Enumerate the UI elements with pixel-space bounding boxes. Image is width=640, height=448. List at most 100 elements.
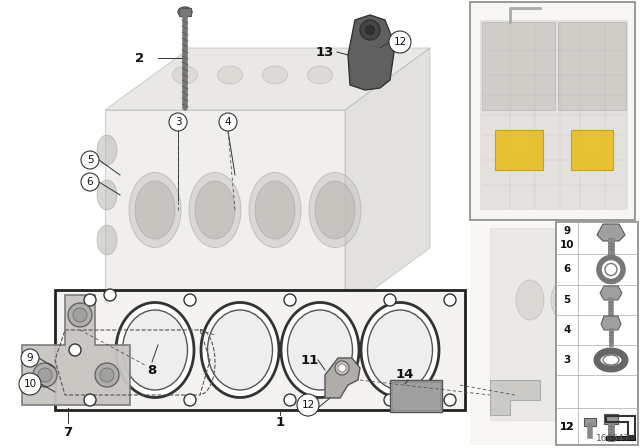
Polygon shape	[601, 316, 621, 330]
Ellipse shape	[315, 181, 355, 239]
Ellipse shape	[218, 66, 243, 84]
Text: 3: 3	[563, 355, 571, 365]
Text: 12: 12	[394, 37, 406, 47]
Ellipse shape	[262, 66, 287, 84]
Polygon shape	[345, 48, 430, 310]
Polygon shape	[606, 436, 635, 440]
Ellipse shape	[207, 310, 273, 390]
Circle shape	[69, 344, 81, 356]
Circle shape	[81, 151, 99, 169]
Bar	[392, 382, 440, 410]
Circle shape	[605, 263, 617, 276]
Circle shape	[338, 364, 346, 372]
Bar	[470, 2, 635, 220]
Circle shape	[384, 294, 396, 306]
Text: 4: 4	[563, 325, 571, 335]
Circle shape	[68, 303, 92, 327]
Circle shape	[389, 31, 411, 53]
Text: 12: 12	[560, 422, 574, 431]
Circle shape	[360, 20, 380, 40]
Circle shape	[73, 308, 87, 322]
Polygon shape	[490, 228, 628, 420]
Circle shape	[284, 294, 296, 306]
Text: 11: 11	[301, 353, 319, 366]
Ellipse shape	[551, 280, 579, 320]
Ellipse shape	[281, 302, 359, 397]
Circle shape	[38, 368, 52, 382]
Circle shape	[33, 363, 57, 387]
Circle shape	[169, 113, 187, 131]
Ellipse shape	[255, 181, 295, 239]
Circle shape	[384, 394, 396, 406]
Ellipse shape	[116, 302, 194, 397]
Circle shape	[444, 294, 456, 306]
Ellipse shape	[307, 66, 333, 84]
Text: 4: 4	[225, 117, 231, 127]
Ellipse shape	[129, 172, 181, 247]
Ellipse shape	[122, 310, 188, 390]
Polygon shape	[22, 295, 130, 405]
Ellipse shape	[97, 135, 117, 165]
Ellipse shape	[287, 310, 353, 390]
Polygon shape	[105, 48, 430, 110]
Ellipse shape	[249, 172, 301, 247]
Text: 12: 12	[301, 400, 315, 410]
Circle shape	[19, 373, 41, 395]
Bar	[556, 222, 638, 445]
Polygon shape	[325, 358, 360, 398]
Ellipse shape	[353, 66, 378, 84]
Circle shape	[84, 294, 96, 306]
Bar	[604, 414, 618, 425]
Circle shape	[184, 294, 196, 306]
Text: 7: 7	[63, 426, 72, 439]
Circle shape	[219, 113, 237, 131]
Ellipse shape	[516, 280, 544, 320]
Ellipse shape	[97, 180, 117, 210]
Circle shape	[364, 24, 376, 36]
Text: 10: 10	[24, 379, 36, 389]
Polygon shape	[558, 22, 626, 110]
Ellipse shape	[195, 181, 235, 239]
Ellipse shape	[173, 66, 198, 84]
Bar	[571, 130, 613, 170]
Ellipse shape	[135, 181, 175, 239]
Text: 8: 8	[147, 363, 157, 376]
Polygon shape	[105, 110, 345, 310]
Circle shape	[284, 394, 296, 406]
Text: 14: 14	[396, 369, 414, 382]
Ellipse shape	[603, 355, 619, 365]
Ellipse shape	[586, 280, 614, 320]
Ellipse shape	[189, 172, 241, 247]
Text: 9: 9	[27, 353, 33, 363]
Polygon shape	[597, 224, 625, 241]
Text: 166547: 166547	[596, 434, 630, 443]
Polygon shape	[490, 380, 540, 415]
Polygon shape	[482, 22, 555, 110]
Text: 2: 2	[136, 52, 145, 65]
Circle shape	[21, 349, 39, 367]
Text: 13: 13	[316, 46, 334, 59]
Circle shape	[84, 394, 96, 406]
Bar	[390, 380, 442, 412]
Polygon shape	[480, 20, 628, 210]
Circle shape	[184, 394, 196, 406]
Text: 5: 5	[563, 295, 571, 305]
Bar	[495, 130, 543, 170]
Circle shape	[297, 394, 319, 416]
Circle shape	[81, 173, 99, 191]
Polygon shape	[55, 290, 465, 410]
Bar	[470, 222, 635, 445]
Polygon shape	[348, 15, 395, 90]
Bar	[584, 418, 596, 426]
Bar	[179, 8, 191, 16]
Ellipse shape	[178, 7, 192, 17]
Polygon shape	[600, 286, 622, 300]
Text: 12: 12	[560, 422, 574, 431]
Ellipse shape	[361, 302, 439, 397]
Text: 10: 10	[560, 240, 574, 250]
Ellipse shape	[201, 302, 279, 397]
Text: 5: 5	[86, 155, 93, 165]
Circle shape	[444, 394, 456, 406]
Circle shape	[100, 368, 114, 382]
Ellipse shape	[309, 172, 361, 247]
